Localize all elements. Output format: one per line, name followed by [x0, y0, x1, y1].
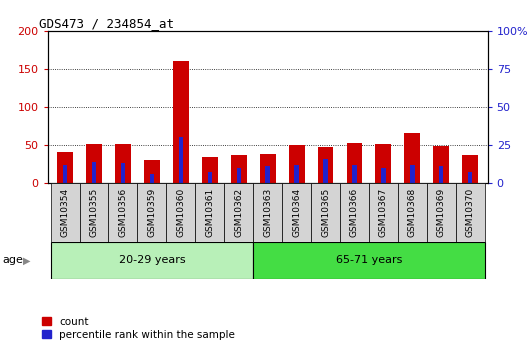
Text: GSM10361: GSM10361 [205, 188, 214, 237]
Text: GSM10370: GSM10370 [466, 188, 475, 237]
Text: GSM10364: GSM10364 [292, 188, 301, 237]
Text: GSM10355: GSM10355 [90, 188, 99, 237]
Bar [236, 168, 241, 183]
Text: GSM10360: GSM10360 [176, 188, 186, 237]
Bar [115, 144, 131, 183]
Bar [352, 165, 357, 183]
Bar [323, 159, 328, 183]
Bar [253, 241, 485, 279]
Bar [381, 168, 386, 183]
Text: GSM10356: GSM10356 [118, 188, 127, 237]
Bar [266, 166, 270, 183]
Bar [340, 183, 369, 242]
Bar [317, 147, 333, 183]
Bar [92, 161, 96, 183]
Text: ▶: ▶ [23, 256, 30, 265]
Bar [462, 155, 478, 183]
Text: 20-29 years: 20-29 years [119, 256, 185, 265]
Bar [311, 183, 340, 242]
Bar [50, 183, 80, 242]
Bar [86, 144, 102, 183]
Bar [410, 165, 414, 183]
Bar [295, 165, 299, 183]
Bar [224, 183, 253, 242]
Bar [80, 183, 109, 242]
Bar [195, 183, 224, 242]
Bar [137, 183, 166, 242]
Text: GSM10359: GSM10359 [147, 188, 156, 237]
Bar [369, 183, 398, 242]
Bar [282, 183, 311, 242]
Bar [173, 61, 189, 183]
Bar [289, 145, 305, 183]
Bar [50, 241, 253, 279]
Bar [439, 166, 444, 183]
Bar [202, 157, 218, 183]
Text: GSM10368: GSM10368 [408, 188, 417, 237]
Text: GDS473 / 234854_at: GDS473 / 234854_at [39, 17, 174, 30]
Bar [398, 183, 427, 242]
Text: GSM10366: GSM10366 [350, 188, 359, 237]
Bar [427, 183, 456, 242]
Text: GSM10367: GSM10367 [379, 188, 388, 237]
Bar [144, 160, 160, 183]
Bar [208, 172, 212, 183]
Bar [260, 154, 276, 183]
Bar [149, 174, 154, 183]
Bar [375, 144, 391, 183]
Text: GSM10362: GSM10362 [234, 188, 243, 237]
Text: 65-71 years: 65-71 years [336, 256, 402, 265]
Text: GSM10354: GSM10354 [60, 188, 69, 237]
Legend: count, percentile rank within the sample: count, percentile rank within the sample [42, 317, 235, 340]
Bar [347, 144, 363, 183]
Bar [63, 165, 67, 183]
Bar [404, 133, 420, 183]
Bar [166, 183, 195, 242]
Bar [179, 137, 183, 183]
Bar [57, 152, 73, 183]
Text: GSM10369: GSM10369 [437, 188, 446, 237]
Text: age: age [3, 256, 23, 265]
Bar [434, 146, 449, 183]
Bar [253, 183, 282, 242]
Text: GSM10365: GSM10365 [321, 188, 330, 237]
Text: GSM10363: GSM10363 [263, 188, 272, 237]
Bar [468, 172, 472, 183]
Bar [121, 163, 125, 183]
Bar [231, 155, 246, 183]
Bar [109, 183, 137, 242]
Bar [456, 183, 485, 242]
